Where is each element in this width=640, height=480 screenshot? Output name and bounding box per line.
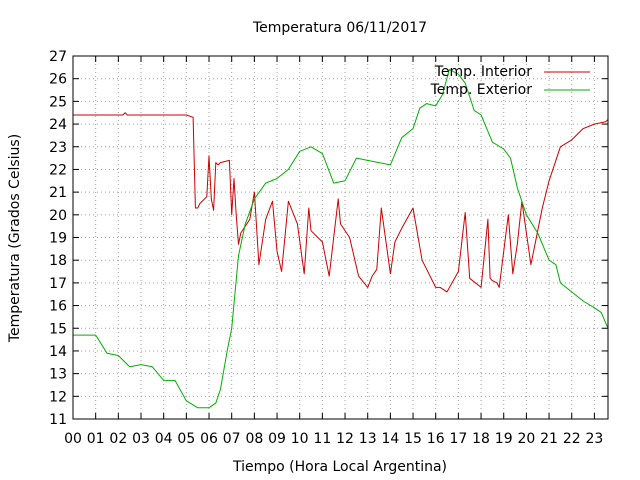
x-tick-label: 17 bbox=[449, 431, 467, 447]
y-tick-label: 27 bbox=[49, 49, 67, 65]
x-tick-label: 03 bbox=[132, 431, 150, 447]
x-tick-label: 09 bbox=[268, 431, 286, 447]
x-axis-label: Tiempo (Hora Local Argentina) bbox=[232, 459, 447, 475]
x-tick-label: 01 bbox=[87, 431, 105, 447]
grid-lines bbox=[73, 56, 608, 419]
y-tick-label: 19 bbox=[49, 231, 67, 247]
legend-label: Temp. Interior bbox=[434, 64, 533, 80]
x-tick-label: 02 bbox=[109, 431, 127, 447]
legend-label: Temp. Exterior bbox=[430, 82, 533, 98]
y-tick-label: 17 bbox=[49, 276, 67, 292]
x-tick-label: 13 bbox=[359, 431, 377, 447]
x-tick-label: 10 bbox=[291, 431, 309, 447]
x-tick-label: 07 bbox=[223, 431, 241, 447]
x-tick-label: 14 bbox=[381, 431, 399, 447]
chart-title: Temperatura 06/11/2017 bbox=[252, 20, 427, 36]
y-tick-label: 14 bbox=[49, 344, 67, 360]
x-tick-label: 15 bbox=[404, 431, 422, 447]
x-tick-label: 00 bbox=[64, 431, 82, 447]
y-tick-label: 21 bbox=[49, 185, 67, 201]
x-tick-label: 04 bbox=[155, 431, 173, 447]
x-tick-label: 06 bbox=[200, 431, 218, 447]
x-tick-label: 08 bbox=[245, 431, 263, 447]
y-tick-label: 24 bbox=[49, 117, 67, 133]
x-tick-label: 22 bbox=[563, 431, 581, 447]
legend: Temp. Interior Temp. Exterior bbox=[430, 64, 590, 98]
x-tick-label: 05 bbox=[177, 431, 195, 447]
y-tick-label: 26 bbox=[49, 72, 67, 88]
plot-frame bbox=[72, 55, 609, 420]
series-line-interior bbox=[73, 112, 609, 293]
y-tick-label: 23 bbox=[49, 140, 67, 156]
x-tick-label: 12 bbox=[336, 431, 354, 447]
x-tick-label: 19 bbox=[495, 431, 513, 447]
x-tick-label: 20 bbox=[517, 431, 535, 447]
y-tick-label: 15 bbox=[49, 321, 67, 337]
data-series bbox=[73, 69, 609, 409]
y-tick-label: 16 bbox=[49, 299, 67, 315]
x-tick-label: 23 bbox=[585, 431, 603, 447]
y-tick-label: 20 bbox=[49, 208, 67, 224]
y-tick-label: 25 bbox=[49, 94, 67, 110]
y-tick-label: 18 bbox=[49, 253, 67, 269]
y-tick-label: 11 bbox=[49, 412, 67, 428]
y-tick-label: 13 bbox=[49, 367, 67, 383]
y-tick-label: 22 bbox=[49, 162, 67, 178]
y-axis-label: Temperatura (Grados Celsius) bbox=[7, 134, 23, 343]
series-line-exterior bbox=[73, 69, 609, 409]
x-tick-label: 16 bbox=[427, 431, 445, 447]
x-tick-label: 18 bbox=[472, 431, 490, 447]
x-tick-label: 11 bbox=[313, 431, 331, 447]
y-tick-label: 12 bbox=[49, 389, 67, 405]
x-tick-label: 21 bbox=[540, 431, 558, 447]
